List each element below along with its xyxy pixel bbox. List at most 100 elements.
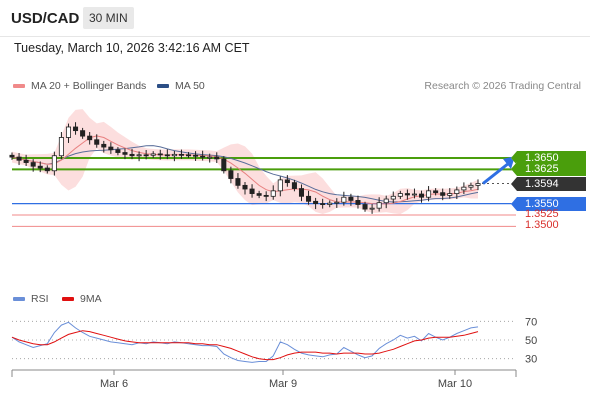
candle-body — [263, 194, 269, 197]
candle-body — [16, 156, 22, 161]
x-axis-label-1: Mar 9 — [269, 378, 297, 390]
rsi-line — [11, 321, 479, 363]
candle-body — [461, 186, 467, 191]
candle-body — [185, 154, 192, 157]
rsi-ma-swatch-icon — [62, 297, 74, 301]
level-label-0: 1.3650 — [511, 151, 586, 165]
candle-body — [200, 155, 206, 158]
credit-text: Research © 2026 Trading Central — [424, 80, 581, 92]
candle-body — [143, 154, 149, 157]
candle-body — [433, 190, 439, 194]
candle-body — [270, 190, 276, 197]
candle-body — [235, 178, 241, 186]
candle-body — [101, 143, 107, 148]
candle-body — [51, 155, 57, 172]
candle-body — [228, 170, 234, 179]
level-label-arrow-icon — [511, 176, 517, 191]
candle-body — [23, 159, 29, 163]
rsi-level-label-0: 70 — [525, 316, 537, 328]
candle-body — [404, 193, 410, 196]
candle-body — [369, 207, 375, 210]
candle-body — [108, 146, 114, 151]
candle-body — [284, 179, 290, 184]
x-axis-label-2: Mar 10 — [438, 378, 472, 390]
candle-body — [171, 153, 177, 157]
legend-rsi-ma: 9MA — [62, 293, 102, 305]
legend-ma20-label: MA 20 + Bollinger Bands — [31, 80, 147, 92]
ma20-swatch-icon — [13, 84, 25, 88]
timeframe-badge[interactable]: 30 MIN — [83, 7, 134, 29]
forecast-arrow-line — [482, 161, 510, 185]
rsi-swatch-icon — [13, 297, 25, 301]
candle-body — [58, 137, 64, 157]
header-bar: USD/CAD 30 MIN — [0, 0, 590, 37]
candle-body — [157, 153, 163, 156]
legend-ma20: MA 20 + Bollinger Bands — [13, 80, 146, 92]
candle-body — [320, 203, 326, 206]
candle-body — [390, 195, 396, 200]
candle-body — [418, 193, 425, 198]
candle-body — [65, 126, 72, 138]
level-label-arrow-icon — [511, 196, 517, 211]
bollinger-band — [12, 109, 478, 215]
candle-body — [73, 126, 79, 132]
candle-body — [468, 184, 474, 188]
candle-body — [298, 188, 305, 197]
candle-body — [256, 193, 262, 196]
symbol-title: USD/CAD — [11, 10, 80, 27]
candle-body — [37, 165, 43, 169]
candle-body — [291, 182, 297, 189]
legend-rsi-ma-label: 9MA — [80, 293, 102, 305]
candle-body — [221, 158, 227, 172]
timestamp: Tuesday, March 10, 2026 3:42:16 AM CET — [14, 41, 250, 55]
candle-body — [214, 156, 220, 160]
candle-body — [249, 188, 255, 194]
candle-body — [9, 154, 15, 158]
x-axis-label-0: Mar 6 — [100, 378, 128, 390]
candle-body — [426, 190, 432, 198]
candle-body — [44, 167, 50, 172]
candle-body — [136, 154, 142, 157]
candle-body — [362, 204, 368, 210]
level-label-1: 1.3625 — [511, 162, 586, 177]
legend-ma50: MA 50 — [157, 80, 205, 92]
ma50-swatch-icon — [157, 84, 169, 88]
level-label-3: 1.3550 — [511, 196, 586, 211]
candle-body — [277, 179, 283, 192]
candle-body — [383, 198, 389, 204]
candle-body — [376, 202, 382, 209]
candle-body — [87, 135, 93, 141]
candle-body — [129, 153, 135, 157]
level-label-4: 1.3525 — [525, 208, 559, 220]
candle-body — [334, 201, 340, 204]
candle-body — [150, 153, 156, 156]
legend-rsi: RSI — [13, 293, 49, 305]
level-label-2: 1.3594 — [511, 176, 586, 191]
legend-rsi-label: RSI — [31, 293, 49, 305]
rsi-level-label-2: 30 — [525, 354, 537, 366]
level-label-arrow-icon — [511, 162, 517, 177]
candle-body — [341, 196, 347, 203]
level-label-arrow-icon — [511, 151, 517, 165]
candle-body — [355, 200, 361, 205]
candle-body — [313, 200, 319, 205]
candle-body — [164, 154, 170, 157]
candle-body — [475, 183, 481, 186]
level-label-5: 1.3500 — [525, 219, 559, 232]
rsi-level-label-1: 50 — [525, 335, 537, 347]
candle-body — [207, 156, 213, 159]
candle-body — [440, 192, 446, 196]
candle-body — [30, 162, 36, 167]
rsi-ma-line — [11, 330, 479, 361]
candle-body — [178, 153, 184, 156]
candle-body — [115, 149, 121, 153]
candle-body — [348, 196, 354, 201]
candle-body — [193, 154, 199, 157]
candle-body — [411, 193, 417, 196]
legend-ma50-label: MA 50 — [175, 80, 205, 92]
candle-body — [397, 193, 403, 197]
candle-body — [447, 193, 453, 196]
candle-body — [80, 130, 86, 137]
